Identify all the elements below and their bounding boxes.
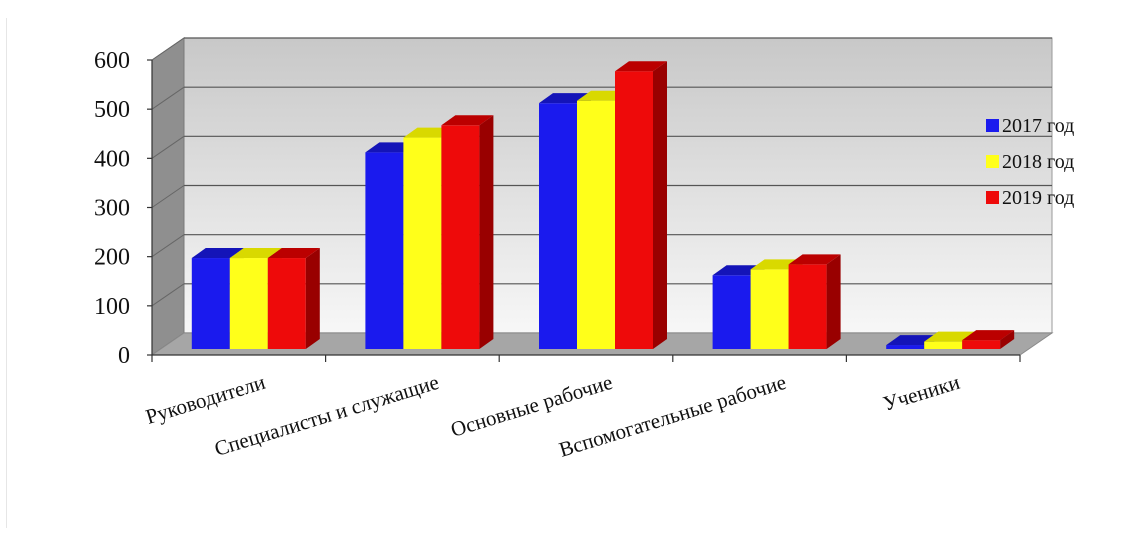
bar-side [653,61,667,349]
bar-top [615,61,667,72]
x-tick-label: Руководители [143,370,268,429]
y-tick-label: 300 [94,196,130,222]
gridline-diagonal [151,283,185,307]
y-tick-label: 100 [94,294,130,320]
bar-side [1000,330,1015,349]
bar-front [886,345,925,349]
bar-top [191,248,244,259]
gridline-diagonal [151,86,185,110]
bar-top [924,331,977,342]
legend-swatch [986,155,999,168]
bar-side [826,254,841,349]
bar-front [712,275,751,349]
bars [191,61,1015,350]
bar-front [365,152,404,349]
bar [788,254,841,349]
gridline-diagonal [151,37,185,61]
y-tick-label: 200 [94,245,130,271]
gridline-diagonal [151,135,185,159]
gridline-diagonal [151,185,185,208]
bar-side [479,115,494,350]
bar-front [441,125,480,350]
legend: 2017 год 2018 год 2019 год [986,115,1074,209]
bar-top [788,254,841,265]
legend-swatch [986,191,999,204]
bar-front [267,258,306,349]
y-tick-label: 0 [118,343,130,369]
bar-front [191,258,230,349]
legend-item: 2019 год [986,187,1074,209]
bar-front [788,264,827,349]
gridline-diagonal [151,234,185,258]
y-tick-label: 500 [94,97,130,123]
bar-top [441,115,494,126]
bar-front [229,258,268,349]
bar-front [615,71,653,349]
legend-item: 2018 год [986,151,1074,173]
legend-item: 2017 год [986,115,1074,137]
bar-front [539,103,577,350]
y-axis: 0 100 200 300 400 500 600 [94,48,153,369]
bar [267,248,320,349]
bar-front [577,100,615,349]
legend-label: 2017 год [1002,115,1074,137]
y-tick-label: 400 [94,146,130,172]
legend-swatch [986,119,999,132]
bar-front [403,137,442,349]
bar [615,61,667,349]
frame-left-border [6,18,7,528]
legend-label: 2019 год [1002,187,1074,209]
bar-front [750,269,789,349]
bar-front [924,341,963,349]
bar-front [962,340,1001,349]
bar-top [962,330,1015,341]
x-tick-label: Ученики [880,370,962,416]
bar [441,115,494,350]
y-tick-label: 600 [94,48,130,74]
bar [962,330,1015,349]
bar-top [229,248,282,259]
legend-label: 2018 год [1002,151,1074,173]
bar-top [267,248,320,259]
bar-side [305,248,320,349]
